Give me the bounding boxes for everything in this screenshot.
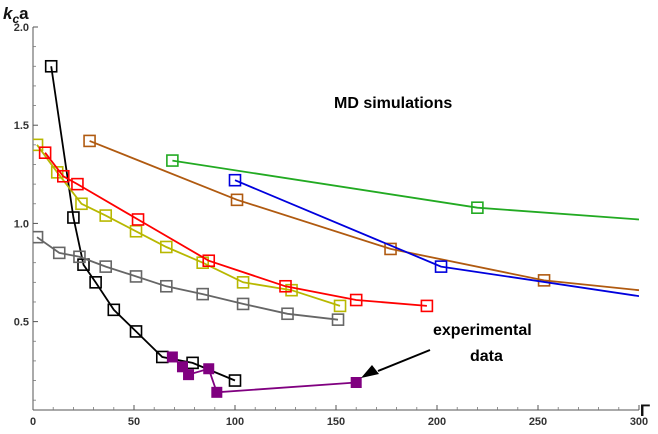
series-layer bbox=[33, 59, 639, 398]
series-0 bbox=[44, 59, 242, 387]
data-point bbox=[75, 197, 88, 211]
series-line bbox=[50, 66, 236, 382]
series-1 bbox=[33, 230, 345, 326]
data-point bbox=[99, 260, 113, 273]
data-point bbox=[196, 287, 209, 301]
data-point bbox=[434, 260, 448, 273]
series-2 bbox=[33, 138, 347, 313]
data-point bbox=[166, 154, 179, 167]
x-tick-label: 150 bbox=[327, 416, 345, 428]
y-axis-title-sub: c bbox=[12, 12, 19, 26]
data-point bbox=[67, 211, 80, 224]
data-point bbox=[349, 293, 363, 307]
x-tick-label: 50 bbox=[128, 416, 140, 428]
data-point bbox=[44, 59, 58, 73]
x-tick-label: 250 bbox=[529, 416, 547, 428]
series-line bbox=[36, 144, 341, 307]
y-axis-title: kca bbox=[3, 4, 29, 26]
data-point bbox=[107, 303, 121, 317]
data-point bbox=[73, 250, 86, 264]
annotation-arrow bbox=[361, 349, 431, 378]
x-tick-label: 100 bbox=[226, 416, 244, 428]
series-line bbox=[171, 356, 357, 394]
data-label: data bbox=[470, 348, 503, 365]
series-6 bbox=[166, 154, 639, 221]
data-point bbox=[230, 193, 244, 207]
data-point bbox=[160, 279, 173, 293]
data-point bbox=[89, 276, 102, 289]
axes: 0 50 100 150 200 250 300 0.5 1.0 1.5 2.0 bbox=[14, 22, 648, 428]
y-tick-label: 1.0 bbox=[14, 218, 29, 230]
y-tick-label: 0.5 bbox=[14, 317, 29, 329]
series-line bbox=[44, 152, 427, 307]
data-point bbox=[33, 138, 44, 152]
x-tick-label: 300 bbox=[630, 416, 648, 428]
data-point bbox=[131, 213, 145, 226]
data-point bbox=[99, 209, 113, 222]
data-point bbox=[203, 363, 215, 375]
y-tick-label: 1.5 bbox=[14, 120, 29, 132]
series-4 bbox=[83, 134, 639, 292]
data-point bbox=[52, 246, 66, 260]
data-point bbox=[236, 276, 250, 289]
data-point bbox=[384, 242, 397, 256]
data-point bbox=[129, 270, 143, 283]
data-point bbox=[279, 279, 292, 293]
data-point bbox=[281, 307, 294, 321]
data-point bbox=[83, 134, 96, 148]
series-3 bbox=[38, 146, 434, 313]
experimental-label: experimental bbox=[433, 322, 532, 339]
data-point bbox=[176, 361, 188, 373]
data-point bbox=[129, 325, 143, 338]
data-point bbox=[228, 374, 242, 387]
data-point bbox=[211, 386, 223, 398]
data-point bbox=[166, 351, 178, 363]
x-tick-label: 0 bbox=[30, 416, 36, 428]
data-point bbox=[33, 230, 44, 244]
x-tick-label: 200 bbox=[428, 416, 446, 428]
x-axis-title: Γ bbox=[640, 401, 650, 420]
data-point bbox=[71, 177, 84, 191]
series-7 bbox=[166, 351, 362, 398]
series-line bbox=[234, 179, 639, 297]
data-point bbox=[56, 169, 70, 183]
md-simulations-label: MD simulations bbox=[334, 95, 452, 112]
data-point bbox=[160, 240, 173, 254]
data-point bbox=[183, 369, 195, 381]
data-point bbox=[202, 254, 216, 268]
data-point bbox=[236, 297, 250, 311]
data-point bbox=[228, 173, 242, 187]
data-point bbox=[38, 146, 52, 160]
series-5 bbox=[228, 173, 639, 297]
data-point bbox=[331, 313, 345, 326]
series-line bbox=[89, 140, 639, 292]
series-line bbox=[172, 159, 639, 221]
series-line bbox=[36, 236, 339, 321]
data-point bbox=[471, 201, 484, 214]
data-point bbox=[333, 299, 347, 313]
y-tick-label: 2.0 bbox=[14, 22, 29, 34]
y-axis-title-tail: a bbox=[19, 4, 29, 23]
data-point bbox=[350, 377, 362, 389]
y-axis-title-main: k bbox=[3, 4, 14, 23]
data-point bbox=[420, 299, 434, 313]
